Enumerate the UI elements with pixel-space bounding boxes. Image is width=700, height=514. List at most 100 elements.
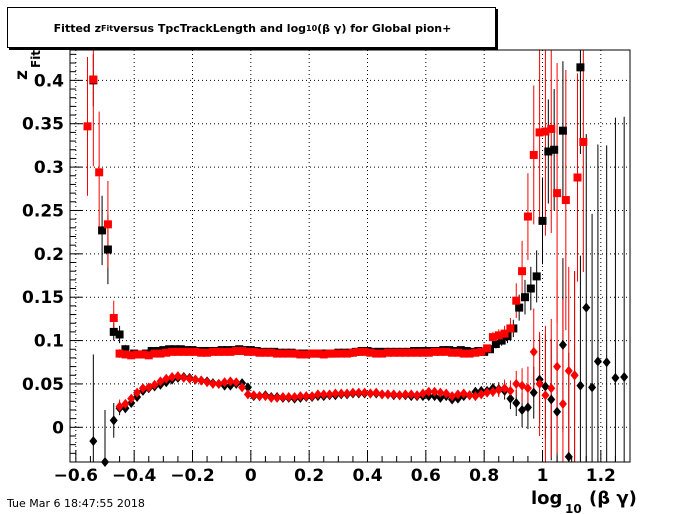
square-marker — [506, 324, 515, 333]
x-axis-title-sub: 10 — [565, 502, 582, 514]
square-marker — [360, 347, 369, 356]
diamond-marker — [331, 388, 340, 399]
square-marker — [109, 327, 118, 336]
square-marker — [109, 314, 118, 323]
diamond-marker — [436, 392, 445, 403]
square-marker — [471, 348, 480, 357]
diamond-marker — [191, 374, 200, 385]
square-marker — [573, 173, 582, 182]
diamond-marker — [383, 389, 392, 400]
diamond-marker — [576, 380, 585, 391]
diamond-marker — [203, 377, 212, 388]
square-marker — [538, 216, 547, 225]
diamond-marker — [547, 383, 556, 394]
square-marker — [173, 347, 182, 356]
diamond-marker — [401, 389, 410, 400]
square-marker — [491, 340, 500, 349]
diamond-marker — [547, 394, 556, 405]
diamond-marker — [197, 375, 206, 386]
diamond-marker — [296, 391, 305, 402]
square-marker — [156, 349, 165, 358]
square-marker — [325, 349, 334, 358]
diamond-marker — [430, 386, 439, 397]
diamond-marker — [378, 389, 387, 400]
diamond-marker — [465, 390, 474, 401]
x-tick-label: 0.4 — [352, 466, 382, 486]
square-marker — [308, 349, 317, 358]
square-marker — [523, 212, 532, 221]
y-tick-label: 0.4 — [34, 71, 64, 91]
diamond-marker — [121, 398, 130, 409]
diamond-marker — [179, 372, 188, 383]
diamond-marker — [337, 388, 346, 399]
diamond-marker — [185, 373, 194, 384]
diamond-marker — [488, 386, 497, 397]
square-marker — [521, 293, 529, 302]
square-marker — [208, 347, 217, 356]
diamond-marker — [278, 391, 287, 402]
data-markers — [83, 63, 629, 467]
square-marker — [115, 349, 124, 358]
diamond-marker — [343, 388, 352, 399]
y-axis-title-sub: Fit — [29, 50, 43, 68]
y-tick-label: 0.35 — [22, 115, 64, 135]
square-marker — [103, 245, 112, 254]
diamond-marker — [308, 391, 317, 402]
square-marker — [203, 348, 212, 357]
diamond-marker — [243, 382, 252, 393]
series-2 — [89, 302, 629, 467]
diamond-marker — [133, 387, 142, 398]
diamond-marker — [360, 387, 369, 398]
square-marker — [535, 128, 544, 137]
x-tick-label: 0.2 — [294, 466, 324, 486]
square-marker — [243, 347, 252, 356]
diamond-marker — [611, 372, 620, 383]
diamond-marker — [273, 392, 282, 403]
title-part3: (β γ) for Global pion+ — [317, 22, 452, 35]
square-marker — [383, 348, 392, 357]
square-marker — [238, 346, 247, 355]
square-marker — [168, 347, 177, 356]
diamond-marker — [348, 387, 357, 398]
square-marker — [448, 348, 457, 357]
axes: −0.6 −0.4 −0.2 0 0.2 0.4 0.6 0.8 1 1.2 0 0.05 0.1 0.1… — [22, 53, 631, 486]
square-marker — [541, 127, 550, 136]
diamond-marker — [448, 391, 457, 402]
square-marker — [424, 348, 433, 357]
diamond-marker — [558, 398, 567, 409]
series-3 — [115, 346, 579, 412]
square-marker — [89, 75, 98, 84]
error-bars — [87, 50, 625, 462]
y-tick-label: 0.05 — [22, 375, 64, 395]
square-marker — [138, 350, 147, 359]
diamond-marker — [477, 389, 486, 400]
square-marker — [483, 344, 492, 353]
diamond-marker — [162, 373, 171, 384]
diamond-marker — [243, 389, 252, 400]
y-tick-label: 0.15 — [22, 288, 64, 308]
diamond-marker — [506, 393, 515, 404]
square-marker — [532, 272, 541, 281]
diamond-marker — [255, 391, 264, 402]
diamond-marker — [284, 391, 293, 402]
diamond-marker — [173, 371, 182, 382]
square-marker — [232, 346, 241, 355]
square-marker — [436, 347, 445, 356]
y-tick-label: 0.3 — [34, 158, 64, 178]
square-marker — [261, 348, 270, 357]
x-tick-label: 0.6 — [411, 466, 441, 486]
square-marker — [413, 348, 422, 357]
diamond-marker — [389, 389, 398, 400]
diamond-marker — [506, 385, 515, 396]
square-marker — [133, 350, 142, 359]
y-axis-title: z — [12, 70, 32, 80]
diamond-marker — [407, 389, 416, 400]
square-marker — [494, 331, 503, 340]
diamond-marker — [483, 387, 492, 398]
y-tick-label: 0 — [52, 418, 64, 438]
square-marker — [378, 349, 387, 358]
square-marker — [220, 347, 229, 356]
diamond-marker — [588, 382, 597, 393]
diamond-marker — [494, 385, 503, 396]
x-tick-label: 0.8 — [469, 466, 499, 486]
